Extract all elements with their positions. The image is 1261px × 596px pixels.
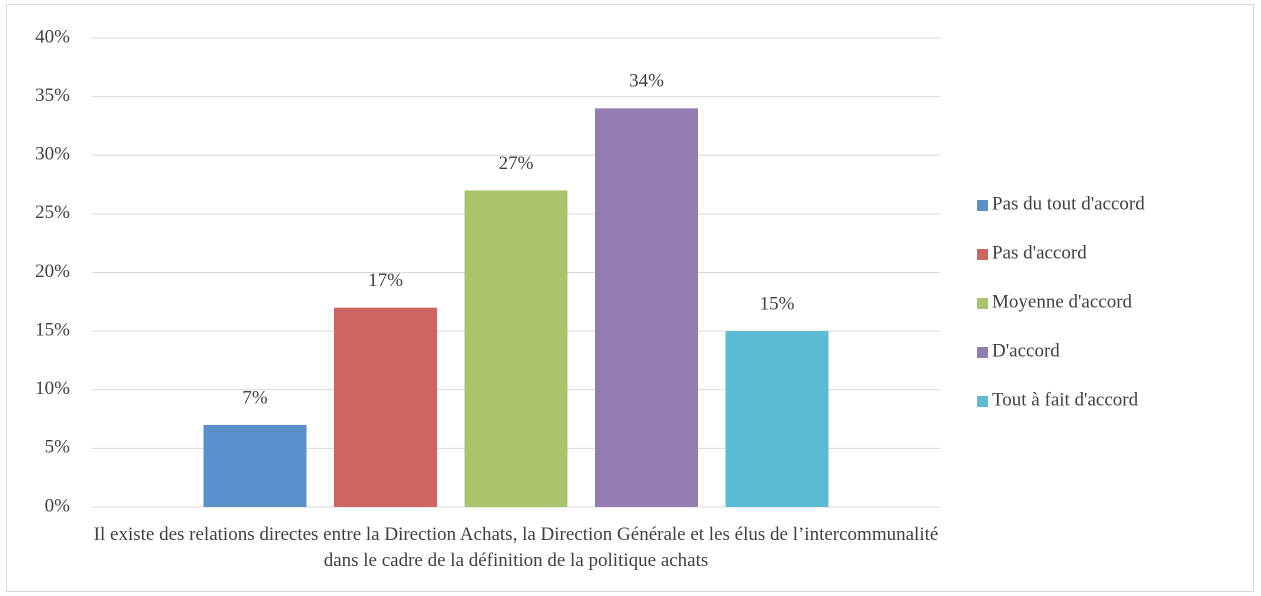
- data-label: 17%: [368, 270, 403, 291]
- legend-label: D'accord: [992, 340, 1060, 361]
- x-category-label: Il existe des relations directes entre l…: [93, 524, 939, 571]
- bar: [725, 331, 829, 507]
- y-tick-label: 5%: [45, 437, 71, 458]
- y-tick-label: 20%: [35, 261, 70, 282]
- y-tick-label: 35%: [35, 85, 70, 106]
- bar: [464, 190, 568, 508]
- y-tick-label: 10%: [35, 378, 70, 399]
- bar: [595, 108, 698, 507]
- legend-label: Tout à fait d'accord: [992, 389, 1139, 410]
- y-tick-label: 25%: [35, 202, 70, 223]
- y-tick-label: 30%: [35, 144, 70, 165]
- legend-label: Moyenne d'accord: [992, 291, 1133, 312]
- legend-swatch: [977, 298, 988, 309]
- legend-label: Pas d'accord: [992, 242, 1087, 263]
- legend-label: Pas du tout d'accord: [992, 193, 1145, 214]
- y-tick-label: 40%: [35, 26, 70, 47]
- data-label: 27%: [499, 153, 534, 174]
- legend-swatch: [977, 396, 988, 407]
- data-label: 15%: [760, 293, 795, 314]
- y-tick-label: 15%: [35, 319, 70, 340]
- bar: [334, 307, 437, 507]
- data-label: 34%: [629, 71, 664, 92]
- bar: [203, 424, 307, 507]
- legend-swatch: [977, 249, 988, 260]
- legend-swatch: [977, 347, 988, 358]
- data-label: 7%: [242, 387, 268, 408]
- legend-swatch: [977, 200, 988, 211]
- y-tick-label: 0%: [45, 495, 71, 516]
